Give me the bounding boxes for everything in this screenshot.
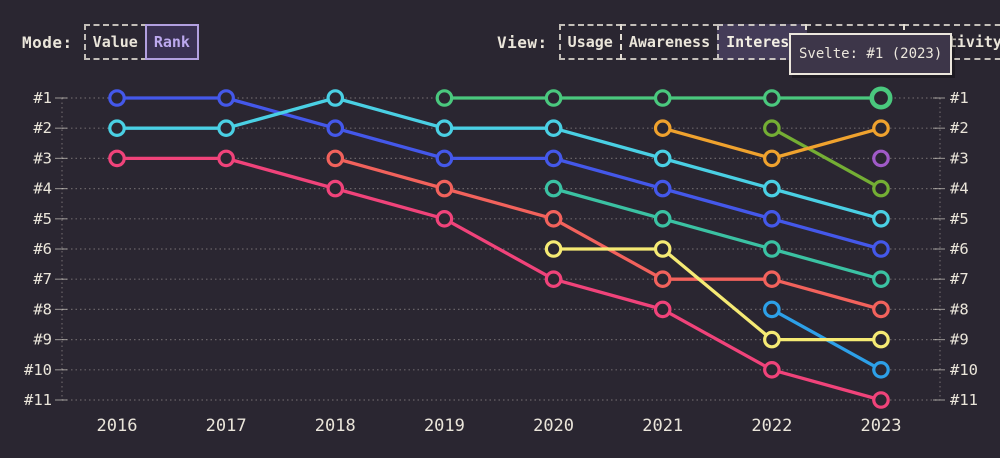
series-line-pink — [115, 156, 883, 402]
data-point-pink-2022[interactable] — [763, 360, 781, 379]
data-point-cyan-2019[interactable] — [435, 119, 454, 137]
series-line-yellow — [551, 247, 883, 342]
y-tick-label-right: #6 — [950, 240, 969, 258]
mode-option-value[interactable]: Value — [83, 24, 147, 60]
y-tick-label-left: #7 — [33, 270, 52, 288]
data-point-cyan-2022[interactable] — [763, 179, 781, 198]
data-point-svelte-2020[interactable] — [544, 89, 563, 107]
data-point-blue-2022[interactable] — [763, 210, 781, 228]
data-point-svelte-2021[interactable] — [653, 89, 672, 107]
view-option-usage[interactable]: Usage — [558, 24, 622, 60]
y-tick-label-left: #2 — [33, 119, 52, 137]
data-point-salmon-2019[interactable] — [435, 179, 454, 198]
y-tick-label-left: #6 — [33, 240, 52, 258]
data-point-yellow-2020[interactable] — [544, 240, 563, 258]
y-tick-label-left: #4 — [33, 180, 52, 198]
y-tick-label-right: #10 — [950, 361, 978, 379]
data-point-pink-2023[interactable] — [872, 391, 890, 409]
data-point-cyan-2020[interactable] — [544, 119, 563, 137]
data-point-blue-2021[interactable] — [653, 179, 672, 198]
data-point-pink-2021[interactable] — [653, 300, 672, 319]
data-point-cyan-2018[interactable] — [326, 89, 345, 107]
data-point-svelte-2022[interactable] — [763, 89, 781, 107]
y-tick-label-left: #8 — [33, 300, 52, 318]
x-tick-label: 2023 — [861, 416, 902, 436]
mode-label: Mode: — [22, 32, 73, 52]
series-line-green-light — [770, 126, 883, 191]
data-point-salmon-2020[interactable] — [544, 210, 563, 228]
data-point-blue-2023[interactable] — [872, 240, 890, 258]
data-point-sky-2023[interactable] — [872, 360, 890, 379]
data-point-purple-2023[interactable] — [872, 149, 890, 168]
y-tick-label-right: #1 — [950, 89, 969, 107]
data-point-pink-2019[interactable] — [435, 210, 454, 228]
data-point-yellow-2022[interactable] — [763, 330, 781, 349]
data-point-pink-2017[interactable] — [217, 149, 235, 168]
data-point-blue-2019[interactable] — [435, 149, 454, 168]
mode-option-rank[interactable]: Rank — [144, 24, 199, 60]
y-tick-label-left: #9 — [33, 331, 52, 349]
view-option-awareness[interactable]: Awareness — [619, 24, 720, 60]
data-point-cyan-2017[interactable] — [217, 119, 235, 137]
x-tick-label: 2021 — [642, 416, 683, 436]
data-point-sky-2022[interactable] — [763, 300, 781, 319]
data-point-blue-2020[interactable] — [544, 149, 563, 168]
x-tick-label: 2022 — [751, 416, 792, 436]
data-point-salmon-2021[interactable] — [653, 270, 672, 288]
view-label: View: — [497, 32, 548, 52]
y-tick-label-right: #8 — [950, 300, 969, 318]
mode-toggle-group: Mode: Value Rank — [22, 24, 199, 60]
data-point-svelte-2023[interactable] — [869, 86, 893, 110]
y-tick-label-right: #5 — [950, 210, 969, 228]
data-point-green-light-2022[interactable] — [763, 119, 781, 137]
data-point-salmon-2023[interactable] — [872, 300, 890, 319]
series-line-cyan — [115, 96, 883, 221]
data-point-orange-2023[interactable] — [872, 119, 890, 137]
y-tick-label-right: #4 — [950, 180, 969, 198]
y-tick-label-left: #10 — [24, 361, 52, 379]
data-point-teal-2023[interactable] — [872, 270, 890, 288]
y-tick-label-left: #5 — [33, 210, 52, 228]
x-tick-label: 2017 — [206, 416, 247, 436]
y-tick-label-left: #3 — [33, 149, 52, 167]
y-tick-label-right: #9 — [950, 331, 969, 349]
x-tick-label: 2016 — [97, 416, 138, 436]
series-line-blue — [115, 96, 883, 251]
data-point-blue-2017[interactable] — [217, 89, 235, 107]
data-point-salmon-2018[interactable] — [326, 149, 345, 168]
y-tick-label-right: #7 — [950, 270, 969, 288]
x-tick-label: 2019 — [424, 416, 465, 436]
y-tick-label-right: #3 — [950, 149, 969, 167]
series-line-teal — [551, 186, 883, 281]
tooltip-text: Svelte: #1 (2023) — [799, 46, 943, 62]
y-tick-label-left: #1 — [33, 89, 52, 107]
y-tick-label-left: #11 — [24, 391, 52, 409]
data-point-yellow-2021[interactable] — [653, 240, 672, 258]
data-point-orange-2021[interactable] — [653, 119, 672, 137]
x-tick-label: 2018 — [315, 416, 356, 436]
data-point-teal-2021[interactable] — [653, 210, 672, 228]
series-line-salmon — [333, 156, 883, 312]
data-point-green-light-2023[interactable] — [872, 179, 890, 198]
data-point-orange-2022[interactable] — [763, 149, 781, 168]
data-point-blue-2016[interactable] — [108, 89, 126, 107]
data-point-svelte-2019[interactable] — [435, 89, 454, 107]
data-point-cyan-2016[interactable] — [108, 119, 126, 137]
data-point-cyan-2023[interactable] — [872, 210, 890, 228]
data-point-yellow-2023[interactable] — [872, 330, 890, 349]
data-point-pink-2016[interactable] — [108, 149, 126, 168]
data-point-cyan-2021[interactable] — [653, 149, 672, 168]
data-point-blue-2018[interactable] — [326, 119, 345, 137]
data-point-teal-2020[interactable] — [544, 179, 563, 198]
data-point-teal-2022[interactable] — [763, 240, 781, 258]
data-point-pink-2020[interactable] — [544, 270, 563, 288]
data-point-pink-2018[interactable] — [326, 179, 345, 198]
data-point-salmon-2022[interactable] — [763, 270, 781, 288]
tooltip: Svelte: #1 (2023) — [789, 33, 953, 75]
x-tick-label: 2020 — [533, 416, 574, 436]
y-tick-label-right: #11 — [950, 391, 978, 409]
y-tick-label-right: #2 — [950, 119, 969, 137]
